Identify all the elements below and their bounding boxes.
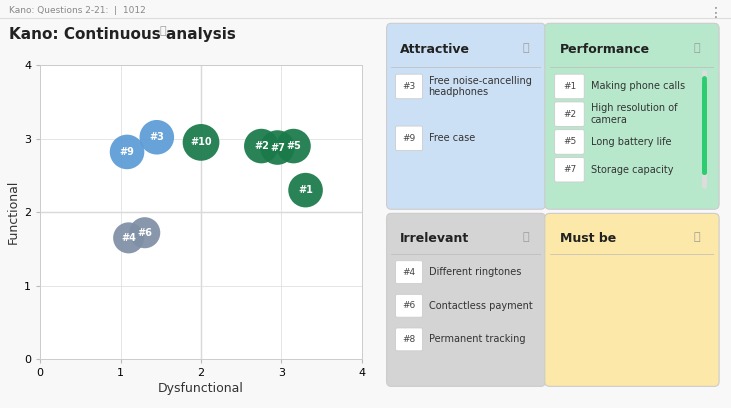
Point [151, 134, 162, 140]
Text: Free case: Free case [428, 133, 475, 143]
Text: #5: #5 [286, 141, 301, 151]
Point [700, 70, 708, 75]
Point [700, 170, 708, 175]
Text: #1: #1 [298, 185, 313, 195]
Point [300, 187, 311, 193]
Text: Kano: Questions 2-21:  |  1012: Kano: Questions 2-21: | 1012 [9, 6, 145, 15]
Point [287, 143, 300, 149]
FancyBboxPatch shape [395, 261, 423, 284]
Text: #2: #2 [563, 110, 576, 119]
X-axis label: Dysfunctional: Dysfunctional [158, 382, 244, 395]
Text: Attractive: Attractive [400, 44, 470, 56]
Text: #10: #10 [190, 137, 212, 147]
Text: #7: #7 [270, 142, 285, 153]
Text: ⓘ: ⓘ [522, 44, 529, 53]
FancyBboxPatch shape [395, 126, 423, 151]
Text: ⓘ: ⓘ [159, 26, 166, 36]
Point [121, 149, 133, 155]
FancyBboxPatch shape [387, 23, 545, 209]
Text: Performance: Performance [560, 44, 650, 56]
Text: #8: #8 [403, 335, 416, 344]
Point [271, 144, 283, 151]
Text: Storage capacity: Storage capacity [591, 165, 673, 175]
FancyBboxPatch shape [545, 23, 719, 209]
FancyBboxPatch shape [395, 328, 423, 351]
Text: #3: #3 [403, 82, 416, 91]
FancyBboxPatch shape [555, 157, 584, 182]
FancyBboxPatch shape [545, 213, 719, 386]
FancyBboxPatch shape [387, 213, 545, 386]
FancyBboxPatch shape [555, 130, 584, 154]
Text: Long battery life: Long battery life [591, 137, 671, 147]
Text: #9: #9 [120, 147, 135, 157]
FancyBboxPatch shape [555, 74, 584, 99]
Point [256, 143, 268, 149]
Point [700, 82, 708, 87]
Text: #3: #3 [149, 132, 164, 142]
Text: Permanent tracking: Permanent tracking [428, 335, 525, 344]
Point [700, 75, 708, 80]
Text: #9: #9 [403, 134, 416, 143]
Text: #7: #7 [563, 165, 576, 174]
Text: ⓘ: ⓘ [694, 44, 700, 53]
Text: ⋮: ⋮ [708, 6, 722, 20]
Point [123, 235, 135, 241]
Text: #1: #1 [563, 82, 576, 91]
Text: #6: #6 [137, 228, 152, 238]
Text: #4: #4 [121, 233, 136, 243]
Text: #5: #5 [563, 137, 576, 146]
Text: Irrelevant: Irrelevant [400, 232, 469, 245]
Text: ⓘ: ⓘ [694, 232, 700, 242]
Text: High resolution of
camera: High resolution of camera [591, 103, 678, 125]
Point [139, 229, 151, 236]
Text: Different ringtones: Different ringtones [428, 267, 521, 277]
Y-axis label: Functional: Functional [7, 180, 20, 244]
Text: #2: #2 [254, 141, 269, 151]
FancyBboxPatch shape [395, 74, 423, 99]
Text: #4: #4 [403, 268, 416, 277]
Text: Kano: Continuous analysis: Kano: Continuous analysis [9, 27, 235, 42]
Point [700, 184, 708, 189]
FancyBboxPatch shape [555, 102, 584, 126]
FancyBboxPatch shape [395, 294, 423, 317]
Text: Must be: Must be [560, 232, 616, 245]
Point [195, 139, 207, 146]
Text: Free noise-cancelling
headphones: Free noise-cancelling headphones [428, 75, 531, 97]
Text: #6: #6 [403, 301, 416, 310]
Point [700, 170, 708, 175]
Text: ⓘ: ⓘ [522, 232, 529, 242]
Text: Contactless payment: Contactless payment [428, 301, 532, 311]
Text: Making phone calls: Making phone calls [591, 82, 685, 91]
